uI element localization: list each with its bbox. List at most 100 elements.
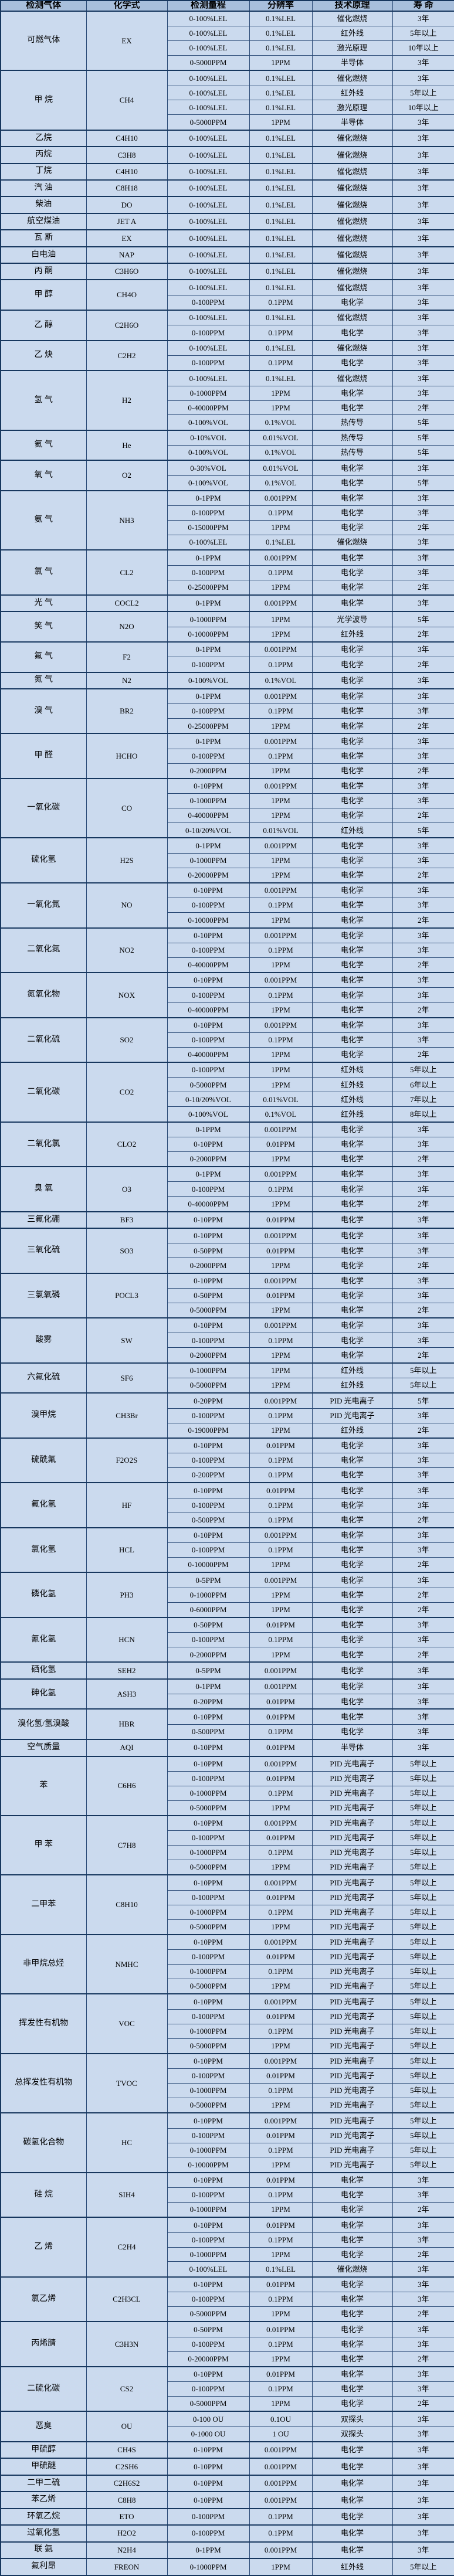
range-cell: 0-1000PPM: [167, 2557, 250, 2576]
resolution-cell: 0.001PPM: [249, 1678, 313, 1695]
lifespan-cell: 3年: [392, 1437, 454, 1454]
resolution-cell: 0.001PPM: [249, 594, 313, 612]
range-cell: 0-10/20%VOL: [167, 1092, 250, 1107]
principle-cell: PID 光电离子: [311, 2098, 393, 2113]
gas-name-cell: 柴油: [0, 196, 87, 214]
header-row: 检测气体 化学式 检测量程 分辨率 技术原理 寿 命: [0, 0, 454, 12]
principle-cell: 电化学: [311, 2441, 393, 2459]
resolution-cell: 0.001PPM: [249, 641, 313, 658]
formula-cell: C8H10: [86, 1874, 168, 1935]
principle-cell: 红外线: [311, 1377, 393, 1394]
table-row: 0-40000PPM 1PPM 电化学 2年: [1, 1002, 454, 1018]
table-row: 0-5000PPM 1PPM 电化学 2年: [1, 1302, 454, 1318]
formula-cell: PH3: [86, 1572, 168, 1618]
lifespan-cell: 3年: [392, 490, 454, 507]
lifespan-cell: 3年: [392, 1333, 454, 1348]
formula-cell: H2O2: [86, 2524, 168, 2543]
gas-name-cell: 丁烷: [0, 162, 87, 181]
lifespan-cell: 2年: [392, 2306, 454, 2322]
principle-cell: PID 光电离子: [311, 1949, 393, 1965]
range-cell: 0-100PPM: [167, 898, 250, 913]
formula-cell: C2H6S2: [86, 2474, 168, 2492]
resolution-cell: 0.1%VOL: [249, 1106, 313, 1123]
principle-cell: 电化学: [311, 1136, 393, 1152]
range-cell: 0-10PPM: [167, 778, 250, 794]
range-cell: 0-5000PPM: [167, 2098, 250, 2113]
principle-cell: PID 光电离子: [311, 1993, 393, 2010]
resolution-cell: 0.1%VOL: [249, 475, 313, 491]
gas-name-cell: 臭 氧: [0, 1166, 87, 1212]
table-row: 丙 酮 C3H6O 0-100%LEL 0.1%LEL 催化燃烧 3年: [0, 263, 454, 280]
resolution-cell: 0.1%LEL: [249, 370, 313, 386]
formula-cell: C7H8: [86, 1814, 168, 1875]
range-cell: 0-100%VOL: [167, 671, 250, 689]
resolution-cell: 0.001PPM: [249, 927, 313, 943]
resolution-cell: 0.1PPM: [249, 657, 313, 673]
resolution-cell: 0.01%VOL: [249, 1092, 313, 1107]
lifespan-cell: 3年: [392, 212, 454, 230]
lifespan-cell: 2年: [392, 718, 454, 734]
table-row: 氮氧化物 NOX 0-10PPM 0.001PPM 电化学 3年: [0, 972, 454, 1018]
principle-cell: 激光原理: [311, 40, 393, 56]
principle-cell: 催化燃烧: [311, 339, 393, 356]
range-cell: 0-100%LEL: [167, 196, 250, 214]
principle-cell: 电化学: [311, 2171, 393, 2188]
lifespan-cell: 3年: [392, 2381, 454, 2397]
resolution-cell: 0.1PPM: [249, 1333, 313, 1348]
lifespan-cell: 3年: [392, 246, 454, 264]
lifespan-cell: 5年以上: [392, 1362, 454, 1378]
gas-name-cell: 笑 气: [0, 611, 87, 643]
gas-name-cell: 二氧化硫: [0, 1017, 87, 1063]
resolution-cell: 0.01%VOL: [249, 823, 313, 838]
range-cell: 0-100PPM: [167, 1542, 250, 1558]
principle-cell: 电化学: [311, 565, 393, 580]
resolution-cell: 0.1PPM: [249, 1845, 313, 1861]
resolution-cell: 0.01PPM: [249, 2217, 313, 2233]
range-cell: 0-100%LEL: [167, 70, 250, 86]
gas-name-cell: 六氟化硫: [0, 1362, 87, 1394]
range-cell: 0-100PPM: [167, 942, 250, 958]
table-row: 0-5000PPM 1PPM PID 光电离子 5年以上: [1, 1979, 454, 1994]
lifespan-cell: 2年: [392, 1151, 454, 1167]
lifespan-cell: 3年: [392, 279, 454, 295]
lifespan-cell: 3年: [392, 1694, 454, 1710]
lifespan-cell: 5年以上: [392, 1755, 454, 1772]
resolution-cell: 0.1PPM: [249, 748, 313, 764]
range-cell: 0-100PPM: [167, 1770, 250, 1786]
principle-cell: 电化学: [311, 385, 393, 401]
lifespan-cell: 3年: [392, 2458, 454, 2476]
formula-cell: SF6: [86, 1362, 168, 1394]
lifespan-cell: 3年: [392, 1482, 454, 1498]
lifespan-cell: 3年: [392, 263, 454, 280]
principle-cell: 电化学: [311, 1602, 393, 1618]
principle-cell: 催化燃烧: [311, 70, 393, 86]
lifespan-cell: 3年: [392, 2171, 454, 2188]
lifespan-cell: 2年: [392, 1422, 454, 1439]
table-row: 0-2000PPM 1PPM 电化学 2年: [1, 763, 454, 779]
lifespan-cell: 5年以上: [392, 1949, 454, 1965]
range-cell: 0-100%LEL: [167, 535, 250, 550]
resolution-cell: 0.001PPM: [249, 1661, 313, 1680]
resolution-cell: 0.001PPM: [249, 2052, 313, 2069]
gas-name-cell: 苯乙烯: [0, 2491, 87, 2509]
range-cell: 0-100PPM: [167, 294, 250, 311]
resolution-cell: 0.1PPM: [249, 1408, 313, 1423]
resolution-cell: 0.001PPM: [249, 1527, 313, 1544]
principle-cell: 电化学: [311, 778, 393, 794]
lifespan-cell: 3年: [392, 2541, 454, 2559]
gas-name-cell: 三氧化硫: [0, 1228, 87, 1274]
lifespan-cell: 2年: [392, 1258, 454, 1274]
formula-cell: H2S: [86, 837, 168, 883]
lifespan-cell: 5年以上: [392, 1785, 454, 1801]
table-row: 0-25000PPM 1PPM 电化学 2年: [1, 718, 454, 734]
table-row: 白电油 NAP 0-100%LEL 0.1%LEL 催化燃烧 3年: [0, 246, 454, 264]
table-row: 0-40000PPM 1PPM 电化学 2年: [1, 957, 454, 973]
resolution-cell: 1PPM: [249, 400, 313, 416]
formula-cell: SW: [86, 1317, 168, 1364]
principle-cell: PID 光电离子: [311, 2038, 393, 2054]
range-cell: 0-10PPM: [167, 1993, 250, 2010]
gas-name-cell: 一氧化碳: [0, 778, 87, 838]
range-cell: 0-100%VOL: [167, 475, 250, 491]
resolution-cell: 0.1PPM: [249, 2507, 313, 2526]
range-cell: 0-19000PPM: [167, 1422, 250, 1439]
